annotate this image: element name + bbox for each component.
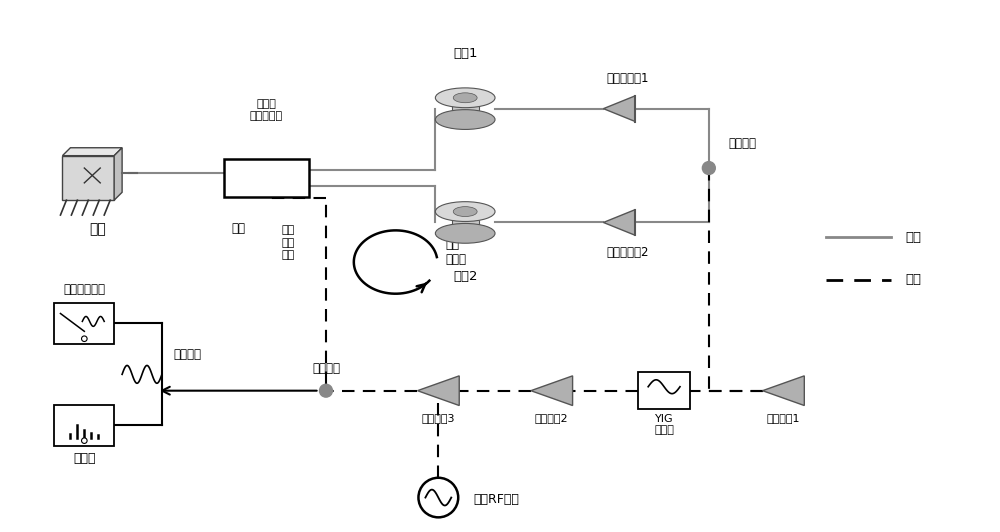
- Polygon shape: [603, 210, 635, 235]
- Text: 信号源分析仪: 信号源分析仪: [63, 283, 105, 296]
- Polygon shape: [417, 376, 459, 405]
- Text: 电路: 电路: [906, 273, 922, 286]
- Ellipse shape: [453, 93, 477, 103]
- FancyBboxPatch shape: [224, 159, 309, 197]
- Polygon shape: [603, 96, 635, 121]
- Text: 偏置: 偏置: [231, 222, 245, 236]
- Circle shape: [418, 478, 458, 517]
- Ellipse shape: [435, 223, 495, 243]
- Text: 光路: 光路: [906, 231, 922, 244]
- FancyBboxPatch shape: [638, 372, 690, 410]
- Polygon shape: [531, 376, 573, 405]
- Text: 电谱仪: 电谱仪: [73, 452, 96, 466]
- Text: 光纤1: 光纤1: [453, 47, 477, 60]
- Ellipse shape: [435, 110, 495, 129]
- Text: 光纤2: 光纤2: [453, 270, 477, 284]
- Circle shape: [702, 162, 715, 174]
- Circle shape: [82, 336, 87, 342]
- Text: 射频信号: 射频信号: [174, 348, 202, 361]
- Polygon shape: [452, 98, 479, 120]
- Text: 射频
驱动
端口: 射频 驱动 端口: [282, 226, 295, 260]
- Ellipse shape: [453, 206, 477, 217]
- Polygon shape: [62, 148, 122, 156]
- Polygon shape: [62, 156, 114, 200]
- Text: 光电探测器1: 光电探测器1: [606, 72, 649, 86]
- Polygon shape: [452, 212, 479, 234]
- Text: 注入RF信号: 注入RF信号: [473, 493, 519, 506]
- Text: DOMZM: DOMZM: [237, 171, 296, 185]
- Ellipse shape: [435, 88, 495, 107]
- Text: 光电
振荡环: 光电 振荡环: [445, 238, 466, 266]
- Text: 激光: 激光: [89, 222, 106, 236]
- Text: 电放大器3: 电放大器3: [422, 413, 455, 423]
- Polygon shape: [763, 376, 804, 405]
- Text: 电耦合器: 电耦合器: [312, 362, 340, 376]
- FancyBboxPatch shape: [54, 303, 114, 344]
- Circle shape: [82, 438, 87, 444]
- Polygon shape: [114, 148, 122, 200]
- Text: 电放大器2: 电放大器2: [535, 413, 569, 423]
- Text: YIG
滤波器: YIG 滤波器: [654, 413, 674, 435]
- Text: 电放大器1: 电放大器1: [767, 413, 800, 423]
- Text: 光耦合器: 光耦合器: [729, 137, 757, 150]
- Ellipse shape: [435, 202, 495, 221]
- Text: 双输出
强度调制器: 双输出 强度调制器: [250, 99, 283, 121]
- Circle shape: [320, 384, 332, 397]
- Text: 光电探测器2: 光电探测器2: [606, 246, 649, 259]
- FancyBboxPatch shape: [54, 404, 114, 446]
